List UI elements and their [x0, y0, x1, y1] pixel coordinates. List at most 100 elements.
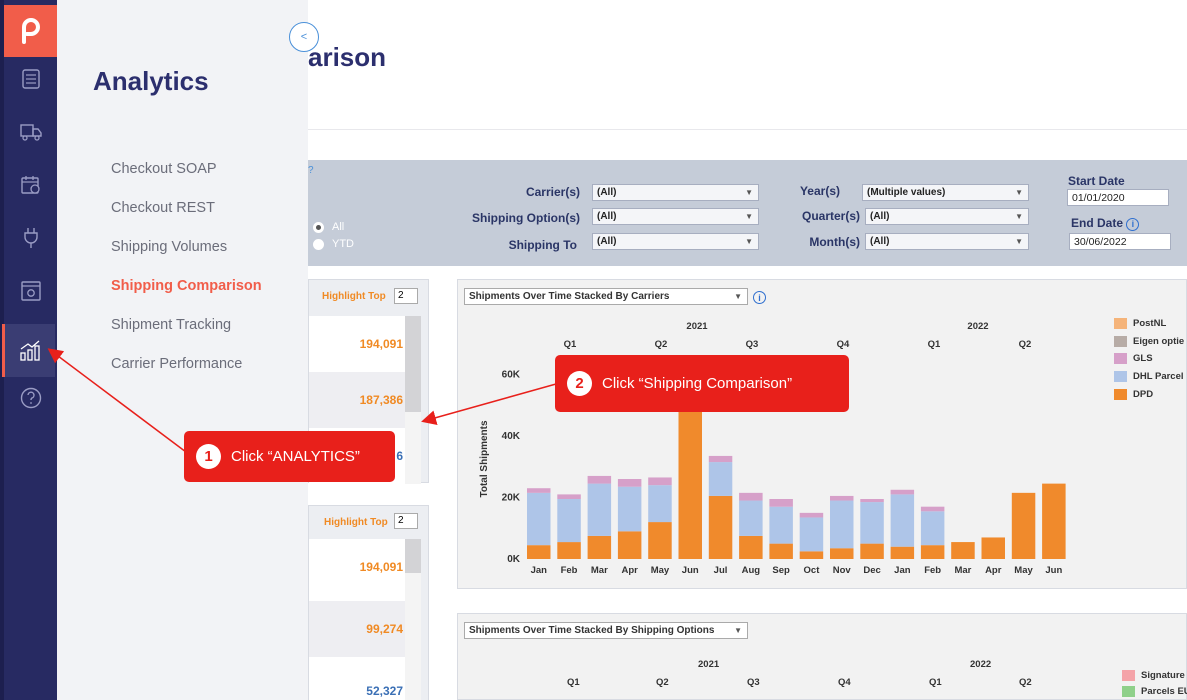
carriers-select[interactable]: (All) ▼ — [592, 184, 759, 201]
chart-type-select[interactable]: Shipments Over Time Stacked By Shipping … — [464, 622, 748, 639]
calendar-icon — [20, 176, 40, 194]
menu-item-carrier-performance[interactable]: Carrier Performance — [111, 356, 243, 372]
quarter-label: Q4 — [838, 677, 851, 688]
quarter-label: Q3 — [746, 339, 759, 350]
nav-planning[interactable] — [4, 159, 57, 211]
legend-swatch — [1122, 670, 1135, 681]
callout-step-1: 1 Click “ANALYTICS” — [184, 431, 395, 482]
nav-analytics[interactable] — [2, 324, 55, 377]
chevron-down-icon: ▼ — [734, 292, 742, 301]
scrollbar-thumb[interactable] — [405, 539, 421, 573]
quarter-label: Q2 — [655, 339, 668, 350]
nav-orders[interactable] — [4, 53, 57, 105]
bar-segment — [527, 545, 551, 559]
highlight-top-input[interactable]: 2 — [394, 288, 418, 304]
legend-item: PostNL — [1114, 318, 1166, 329]
radio-all-label: All — [332, 221, 345, 233]
bar-segment — [830, 548, 854, 559]
x-tick-label: Mar — [591, 565, 608, 576]
bar-segment — [648, 477, 672, 486]
collapse-menu-button[interactable]: < — [289, 22, 319, 52]
menu-item-shipment-tracking[interactable]: Shipment Tracking — [111, 317, 232, 333]
y-tick-label: 40K — [502, 431, 521, 442]
end-date-input[interactable]: 30/06/2022 — [1069, 233, 1171, 250]
nav-settings[interactable] — [4, 265, 57, 317]
shipping-to-label: Shipping To — [508, 238, 577, 252]
nav-help[interactable] — [4, 372, 57, 424]
values-list: 194,091 99,274 52,327 — [309, 539, 409, 700]
x-tick-label: Apr — [621, 565, 638, 576]
bar-segment — [708, 495, 733, 559]
year-select[interactable]: (Multiple values) ▼ — [862, 184, 1029, 201]
chart-type-value: Shipments Over Time Stacked By Shipping … — [469, 625, 715, 636]
legend-item: Eigen optie — [1114, 336, 1184, 347]
scrollbar-thumb[interactable] — [405, 316, 421, 412]
x-tick-label: Feb — [924, 565, 941, 576]
bar-segment — [799, 551, 824, 559]
info-icon[interactable]: i — [1126, 217, 1140, 231]
menu-item-shipping-comparison[interactable]: Shipping Comparison — [111, 278, 262, 294]
bar-segment — [769, 499, 793, 507]
x-tick-label: Nov — [833, 565, 852, 576]
highlight-top-input[interactable]: 2 — [394, 513, 418, 529]
x-tick-label: Apr — [985, 565, 1002, 576]
highlight-top-label: Highlight Top — [322, 291, 386, 302]
page-title: arison — [308, 42, 387, 72]
bar-segment — [739, 535, 763, 559]
year-label: 2022 — [970, 659, 992, 670]
legend-label: PostNL — [1133, 318, 1167, 329]
chevron-down-icon: ▼ — [1015, 237, 1023, 246]
end-date-label: End Date i — [1071, 216, 1140, 231]
bar-segment — [920, 511, 945, 546]
shipping-option-select[interactable]: (All) ▼ — [592, 208, 759, 225]
bar-segment — [799, 517, 824, 552]
y-tick-label: 60K — [502, 369, 521, 380]
bar-segment — [890, 494, 915, 547]
x-tick-label: May — [651, 565, 670, 576]
month-select[interactable]: (All) ▼ — [865, 233, 1029, 250]
shipping-to-value: (All) — [597, 236, 617, 247]
chevron-down-icon: ▼ — [745, 212, 753, 221]
info-icon[interactable]: i — [753, 291, 766, 304]
y-axis-label: Total Shipments — [479, 420, 490, 497]
bar-segment — [860, 502, 884, 544]
menu-item-checkout-soap[interactable]: Checkout SOAP — [111, 161, 217, 177]
start-date-input[interactable]: 01/01/2020 — [1067, 189, 1169, 206]
nav-shipments[interactable] — [4, 106, 57, 158]
legend-item: DHL Parcel — [1114, 371, 1184, 382]
logo-icon[interactable] — [4, 5, 57, 57]
chevron-down-icon: ▼ — [745, 188, 753, 197]
plug-icon — [23, 228, 38, 248]
nav-integrations[interactable] — [4, 212, 57, 264]
radio-ytd[interactable]: YTD — [313, 238, 354, 250]
list-item: 52,327 — [366, 684, 403, 698]
radio-ytd-label: YTD — [332, 238, 354, 250]
callout-text: Click “Shipping Comparison” — [602, 375, 793, 392]
quarter-value: (All) — [870, 211, 890, 222]
x-tick-label: Oct — [804, 565, 821, 576]
list-item: 194,091 — [359, 560, 403, 574]
bar-segment — [1011, 492, 1036, 559]
bar-segment — [830, 495, 854, 501]
x-tick-label: Jan — [531, 565, 548, 576]
shipping-to-select[interactable]: (All) ▼ — [592, 233, 759, 250]
orders-icon — [21, 69, 40, 89]
analytics-flyout-menu: Analytics Checkout SOAP Checkout REST Sh… — [57, 0, 308, 700]
step-number: 2 — [567, 371, 592, 396]
chart-type-select[interactable]: Shipments Over Time Stacked By Carriers ▼ — [464, 288, 748, 305]
bar-segment — [708, 455, 733, 463]
settings-window-icon — [20, 281, 41, 301]
menu-item-checkout-rest[interactable]: Checkout REST — [111, 200, 215, 216]
radio-all[interactable]: All — [313, 221, 344, 233]
x-tick-label: Jul — [714, 565, 728, 576]
year-label: Year(s) — [799, 184, 840, 198]
radio-dot-selected — [313, 221, 324, 233]
legend-swatch — [1114, 389, 1127, 400]
quarter-label: Q1 — [929, 677, 942, 688]
quarter-select[interactable]: (All) ▼ — [865, 208, 1029, 225]
filter-bar: ? All YTD Carrier(s) (All) ▼ Shipping Opt… — [308, 160, 1187, 266]
menu-item-shipping-volumes[interactable]: Shipping Volumes — [111, 239, 228, 255]
scrollbar[interactable] — [405, 539, 421, 700]
bar-segment — [587, 475, 612, 484]
x-tick-label: Aug — [742, 565, 761, 576]
